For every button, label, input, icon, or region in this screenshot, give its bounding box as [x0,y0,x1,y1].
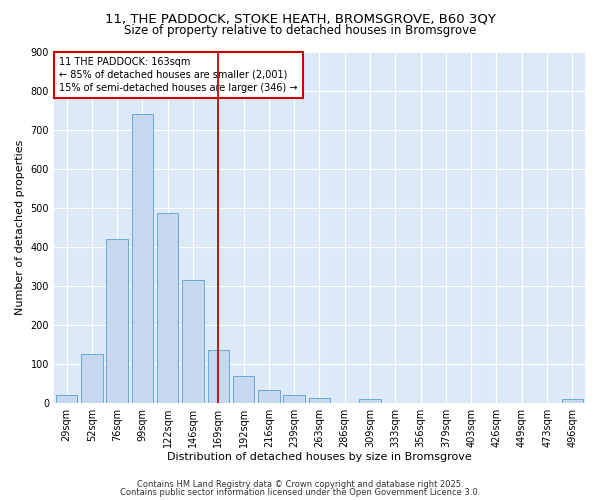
Bar [81,354,103,403]
Bar [182,280,204,402]
Y-axis label: Number of detached properties: Number of detached properties [15,140,25,315]
Text: Contains public sector information licensed under the Open Government Licence 3.: Contains public sector information licen… [120,488,480,497]
Bar [233,376,254,402]
Bar [131,114,153,403]
Bar [106,239,128,402]
Bar [562,399,583,402]
Bar [208,350,229,403]
Text: Contains HM Land Registry data © Crown copyright and database right 2025.: Contains HM Land Registry data © Crown c… [137,480,463,489]
Bar [309,398,330,402]
Bar [258,390,280,402]
Bar [157,214,178,402]
Bar [283,395,305,402]
Text: Size of property relative to detached houses in Bromsgrove: Size of property relative to detached ho… [124,24,476,37]
Text: 11, THE PADDOCK, STOKE HEATH, BROMSGROVE, B60 3QY: 11, THE PADDOCK, STOKE HEATH, BROMSGROVE… [104,12,496,26]
Bar [359,399,381,402]
X-axis label: Distribution of detached houses by size in Bromsgrove: Distribution of detached houses by size … [167,452,472,462]
Text: 11 THE PADDOCK: 163sqm
← 85% of detached houses are smaller (2,001)
15% of semi-: 11 THE PADDOCK: 163sqm ← 85% of detached… [59,57,298,93]
Bar [56,395,77,402]
